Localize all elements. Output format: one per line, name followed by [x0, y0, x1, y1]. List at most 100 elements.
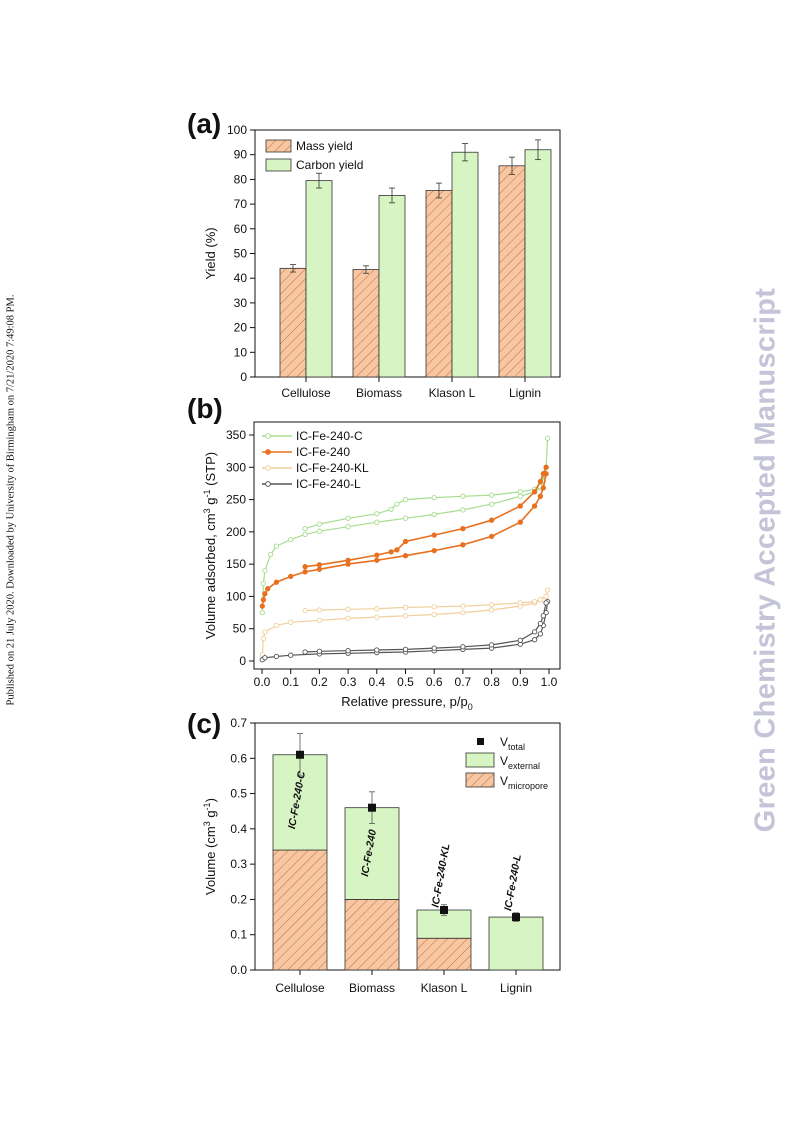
isotherm-point — [460, 609, 466, 616]
y-tick-label: 0.1 — [230, 928, 247, 942]
chart-c: 0.0 0.1 0.2 0.3 0.4 0.5 0.6 0.7 Volume (cm3 g-1)… — [202, 716, 561, 995]
y-tick-label: 0.2 — [230, 892, 247, 906]
legend-swatch — [465, 752, 495, 768]
isotherm-point — [431, 494, 437, 501]
isotherm-point — [374, 511, 380, 517]
isotherm-point — [316, 528, 323, 534]
panel-a-label: (a) — [187, 108, 221, 139]
y-tick-label: 0.5 — [230, 787, 247, 801]
isotherm-point — [531, 489, 538, 495]
isotherm-point — [537, 631, 544, 637]
isotherm-point — [540, 485, 546, 491]
isotherm-point — [316, 562, 323, 568]
x-tick-label: Klason L — [429, 386, 476, 400]
isotherm-point — [260, 597, 267, 603]
y-tick-label: 80 — [234, 172, 248, 186]
isotherm-point — [273, 543, 280, 549]
isotherm-point — [388, 506, 394, 512]
carbon-yield-bar — [378, 195, 406, 378]
bar-sample-label: IC-Fe-240-KL — [430, 843, 453, 909]
legend-label: Carbon yield — [296, 158, 363, 172]
isotherm-point — [374, 647, 380, 653]
total-volume-point — [368, 803, 376, 812]
isotherm-point — [262, 567, 268, 574]
y-axis-label: Yield (%) — [203, 227, 218, 279]
isotherm-point — [267, 551, 274, 558]
legend-label: IC-Fe-240-KL — [296, 461, 369, 475]
isotherm-point — [431, 604, 437, 610]
micropore-bar — [344, 899, 400, 971]
total-volume-point — [440, 906, 448, 915]
panel-c-label: (c) — [187, 708, 221, 739]
legend-marker — [265, 481, 271, 487]
y-tick-label: 0.7 — [230, 716, 247, 730]
isotherm-point — [488, 501, 495, 507]
x-tick-label: Lignin — [500, 981, 532, 995]
legend-swatch — [465, 772, 495, 788]
micropore-bar — [416, 937, 472, 971]
x-tick-label: 0.4 — [368, 675, 385, 689]
y-axis-label: Volume adsorbed, cm3 g-1 (STP) — [202, 452, 218, 639]
isotherm-point — [531, 637, 538, 643]
isotherm-point — [288, 652, 294, 658]
isotherm-point — [460, 644, 466, 650]
x-axis-label: Relative pressure, p/p0 — [341, 694, 472, 712]
legend-label: Vtotal — [500, 735, 525, 752]
plot-frame — [254, 722, 561, 971]
mass-yield-bar — [279, 267, 307, 378]
y-tick-label: 50 — [234, 247, 248, 261]
y-tick-label: 60 — [234, 222, 248, 236]
isotherm-point — [537, 493, 544, 499]
y-tick-label: 150 — [226, 557, 246, 571]
x-tick-label: 0.2 — [311, 675, 328, 689]
legend-label: IC-Fe-240-L — [296, 477, 361, 491]
carbon-yield-bar — [305, 180, 333, 378]
isotherm-point — [537, 620, 544, 627]
legend-label: IC-Fe-240-C — [296, 429, 363, 443]
isotherm-point — [345, 615, 351, 622]
isotherm-point — [345, 557, 351, 563]
isotherm-point — [273, 622, 280, 629]
y-tick-label: 100 — [227, 123, 247, 137]
isotherm-point — [488, 642, 495, 648]
isotherm-point — [273, 653, 280, 660]
isotherm-point — [302, 525, 308, 532]
x-tick-label: 0.3 — [340, 675, 357, 689]
mass-yield-bar — [352, 269, 380, 378]
isotherm-point — [537, 597, 544, 603]
total-volume-point — [296, 750, 304, 759]
y-tick-label: 50 — [233, 622, 247, 636]
y-tick-label: 0.3 — [230, 857, 247, 871]
isotherm-point — [394, 501, 400, 507]
y-tick-label: 10 — [234, 345, 248, 359]
isotherm-point — [302, 607, 308, 614]
y-tick-label: 0.0 — [230, 963, 247, 977]
x-tick-label: 0.6 — [426, 675, 443, 689]
x-tick-label: Biomass — [356, 386, 402, 400]
isotherm-point — [288, 573, 294, 580]
mass-yield-bar — [425, 190, 453, 378]
carbon-yield-bar — [524, 149, 552, 378]
y-tick-label: 300 — [226, 460, 246, 474]
isotherm-point — [431, 532, 437, 538]
isotherm-point — [431, 611, 437, 618]
total-volume-point — [512, 913, 520, 922]
mass-yield-bar — [498, 165, 526, 378]
isotherm-point — [316, 521, 323, 527]
y-tick-label: 40 — [234, 271, 248, 285]
y-tick-label: 0 — [240, 370, 247, 384]
y-tick-label: 100 — [226, 589, 246, 603]
isotherm-point — [262, 591, 268, 597]
plot-frame — [253, 421, 561, 670]
isotherm-point — [402, 515, 409, 521]
chart-a: 0 10 20 30 40 50 60 70 80 90 100 Yield (%) Cellulose… — [203, 123, 561, 400]
chart-b: 0 50 100 150 200 250 300 350 0.0 0.1 0.2 0.3 0.4 0.5 0… — [202, 421, 561, 712]
x-tick-label: 1.0 — [541, 675, 558, 689]
isotherm-point — [431, 547, 437, 554]
external-bar — [488, 916, 544, 971]
isotherm-point — [260, 635, 267, 642]
isotherm-line — [261, 589, 549, 655]
isotherm-point — [345, 515, 351, 521]
isotherm-point — [302, 564, 308, 570]
